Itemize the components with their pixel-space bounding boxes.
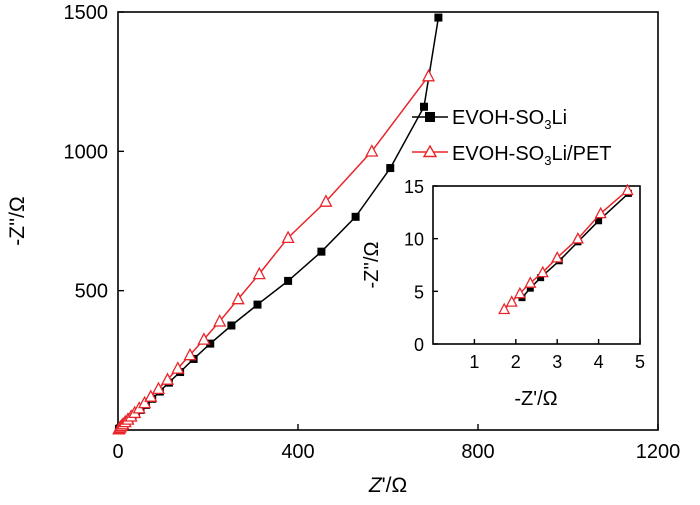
inset-x-tick-label: 5 — [635, 352, 645, 372]
main-point-evoh-so3li — [253, 300, 262, 309]
main-point-evoh-so3li — [386, 164, 395, 173]
main-y-axis-title: -Z''/Ω — [6, 196, 29, 245]
main-point-evoh-so3li-pet — [144, 389, 158, 402]
main-point-evoh-so3li-pet — [183, 347, 197, 361]
inset-x-tick-label: 1 — [469, 352, 479, 372]
main-point-evoh-so3li — [284, 276, 293, 285]
legend-label-evoh-so3li: EVOH-SO3Li — [452, 107, 567, 132]
main-point-evoh-so3li-pet — [252, 266, 266, 280]
main-plot-frame — [117, 11, 659, 431]
main-x-axis-title: Z'/Ω — [368, 474, 407, 497]
main-point-evoh-so3li-pet — [160, 372, 175, 385]
inset-point-evoh-so3li-pet — [498, 302, 511, 315]
main-point-evoh-so3li — [434, 13, 443, 22]
inset-x-tick-label: 2 — [511, 352, 521, 372]
legend-entry-evoh-so3li: EVOH-SO3Li — [412, 107, 567, 132]
main-point-evoh-so3li-pet — [421, 68, 436, 82]
main-point-evoh-so3li-pet — [231, 291, 245, 305]
inset-point-evoh-so3li — [537, 274, 545, 282]
main-point-evoh-so3li — [227, 321, 236, 330]
legend-marker-square — [425, 112, 435, 122]
legend-label-evoh-so3li-pet: EVOH-SO3Li/PET — [452, 143, 612, 168]
main-series-line-evoh-so3li — [118, 17, 440, 430]
inset-point-evoh-so3li-pet — [551, 251, 564, 263]
inset-y-tick-label: 0 — [414, 335, 424, 355]
main-y-tick-label: 1000 — [64, 141, 109, 163]
main-point-evoh-so3li-pet — [365, 144, 379, 157]
inset-y-axis-title: -Z''/Ω — [361, 241, 383, 288]
inset-point-evoh-so3li — [595, 217, 603, 225]
inset-plot-frame — [432, 185, 641, 345]
main-point-evoh-so3li-pet — [213, 314, 227, 327]
inset-point-evoh-so3li-pet — [505, 295, 518, 307]
main-x-tick-label: 400 — [281, 441, 314, 463]
inset-point-evoh-so3li-pet — [594, 206, 607, 219]
main-point-evoh-so3li — [420, 102, 428, 111]
main-point-evoh-so3li — [351, 212, 360, 221]
inset-x-tick-label: 4 — [594, 352, 604, 372]
main-point-evoh-so3li — [317, 247, 326, 256]
main-x-tick-label: 0 — [112, 441, 123, 463]
inset-point-evoh-so3li-pet — [524, 276, 537, 288]
inset-point-evoh-so3li-pet — [571, 232, 584, 244]
inset-point-evoh-so3li-pet — [513, 286, 526, 299]
inset-x-tick-label: 3 — [552, 352, 562, 372]
inset-y-tick-label: 15 — [404, 177, 424, 197]
main-x-tick-label: 1200 — [636, 441, 681, 463]
main-point-evoh-so3li-pet — [197, 332, 211, 345]
main-point-evoh-so3li-pet — [138, 395, 152, 409]
legend: EVOH-SO3Li EVOH-SO3Li/PET — [412, 107, 612, 168]
inset-point-evoh-so3li — [526, 284, 534, 292]
main-point-evoh-so3li — [206, 339, 215, 348]
main-point-evoh-so3li-pet — [319, 194, 333, 207]
inset-x-axis-title: -Z'/Ω — [514, 388, 557, 410]
legend-entry-evoh-so3li-pet: EVOH-SO3Li/PET — [412, 143, 612, 168]
inset-point-evoh-so3li-pet — [536, 265, 549, 278]
main-y-tick-label: 1500 — [64, 2, 109, 24]
main-y-tick-label: 500 — [75, 281, 108, 303]
inset-y-tick-label: 5 — [414, 282, 424, 302]
legend-marker-triangle — [422, 144, 438, 158]
main-x-tick-label: 800 — [461, 441, 494, 463]
inset-y-tick-label: 10 — [404, 230, 424, 250]
main-point-evoh-so3li-pet — [171, 361, 185, 374]
main-point-evoh-so3li-pet — [151, 381, 166, 395]
main-point-evoh-so3li-pet — [281, 230, 295, 244]
inset-point-evoh-so3li-pet — [621, 183, 634, 196]
